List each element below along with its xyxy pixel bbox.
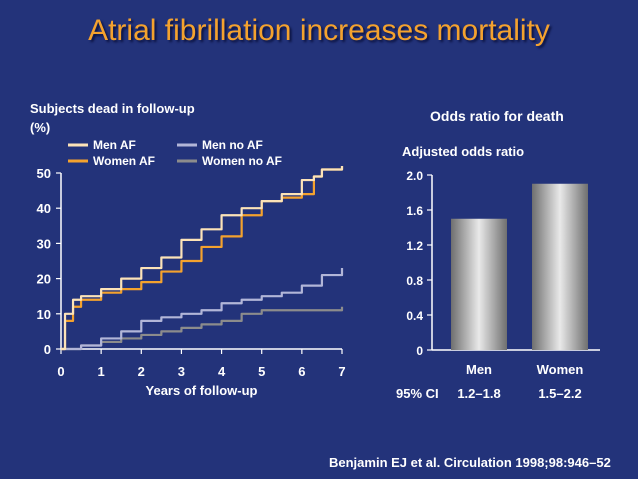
line-chart-x-tick-label: 5 — [258, 364, 265, 379]
series-line-men-no-af — [61, 268, 344, 351]
line-chart-ylabel-line2: (%) — [30, 120, 51, 135]
line-chart-y-tick-label: 20 — [37, 272, 51, 287]
slide-title: Atrial fibrillation increases mortality — [88, 14, 550, 47]
line-chart-x-tick-label: 1 — [98, 364, 105, 379]
legend-label-men-no-af: Men no AF — [202, 138, 263, 152]
line-chart-x-tick-label: 6 — [298, 364, 305, 379]
bar-chart-y-tick-label: 0.8 — [406, 274, 423, 288]
line-chart-y-tick-label: 50 — [37, 166, 51, 181]
bar-women — [532, 183, 588, 350]
series-line-women-no-af — [61, 306, 344, 351]
line-chart-y-tick-label: 10 — [37, 307, 51, 322]
line-chart-y-tick-label: 40 — [37, 201, 51, 216]
bar-category-label-men: Men — [466, 362, 492, 377]
legend-label-women-af: Women AF — [93, 154, 155, 168]
bar-ci-value-men: 1.2–1.8 — [457, 386, 500, 401]
bar-chart-y-tick-label: 0 — [416, 344, 423, 358]
bar-chart-y-tick-label: 1.6 — [406, 204, 423, 218]
line-chart-y-tick-label: 30 — [37, 236, 51, 251]
bar-category-label-women: Women — [537, 362, 584, 377]
legend-label-women-no-af: Women no AF — [202, 154, 282, 168]
bar-men — [451, 218, 507, 350]
line-chart-x-tick-label: 4 — [218, 364, 226, 379]
bar-chart-title: Odds ratio for death — [430, 108, 564, 124]
line-chart-x-tick-label: 2 — [138, 364, 145, 379]
bar-chart-y-tick-label: 1.2 — [406, 239, 423, 253]
line-chart-y-tick-label: 0 — [44, 342, 51, 357]
line-chart-xlabel: Years of follow-up — [146, 383, 258, 398]
line-chart-x-tick-label: 0 — [57, 364, 64, 379]
series-line-women-af — [61, 165, 344, 351]
legend-label-men-af: Men AF — [93, 138, 136, 152]
line-chart-ylabel-line1: Subjects dead in follow-up — [30, 101, 195, 116]
citation: Benjamin EJ et al. Circulation 1998;98:9… — [329, 455, 611, 470]
line-chart-x-tick-label: 7 — [338, 364, 345, 379]
line-chart-x-tick-label: 3 — [178, 364, 185, 379]
series-line-men-af — [61, 165, 344, 351]
bar-chart-y-tick-label: 0.4 — [406, 309, 423, 323]
bar-chart-y-tick-label: 2.0 — [406, 169, 423, 183]
bar-chart-ylabel: Adjusted odds ratio — [402, 144, 525, 159]
bar-ci-value-women: 1.5–2.2 — [538, 386, 581, 401]
ci-label: 95% CI — [396, 386, 439, 401]
